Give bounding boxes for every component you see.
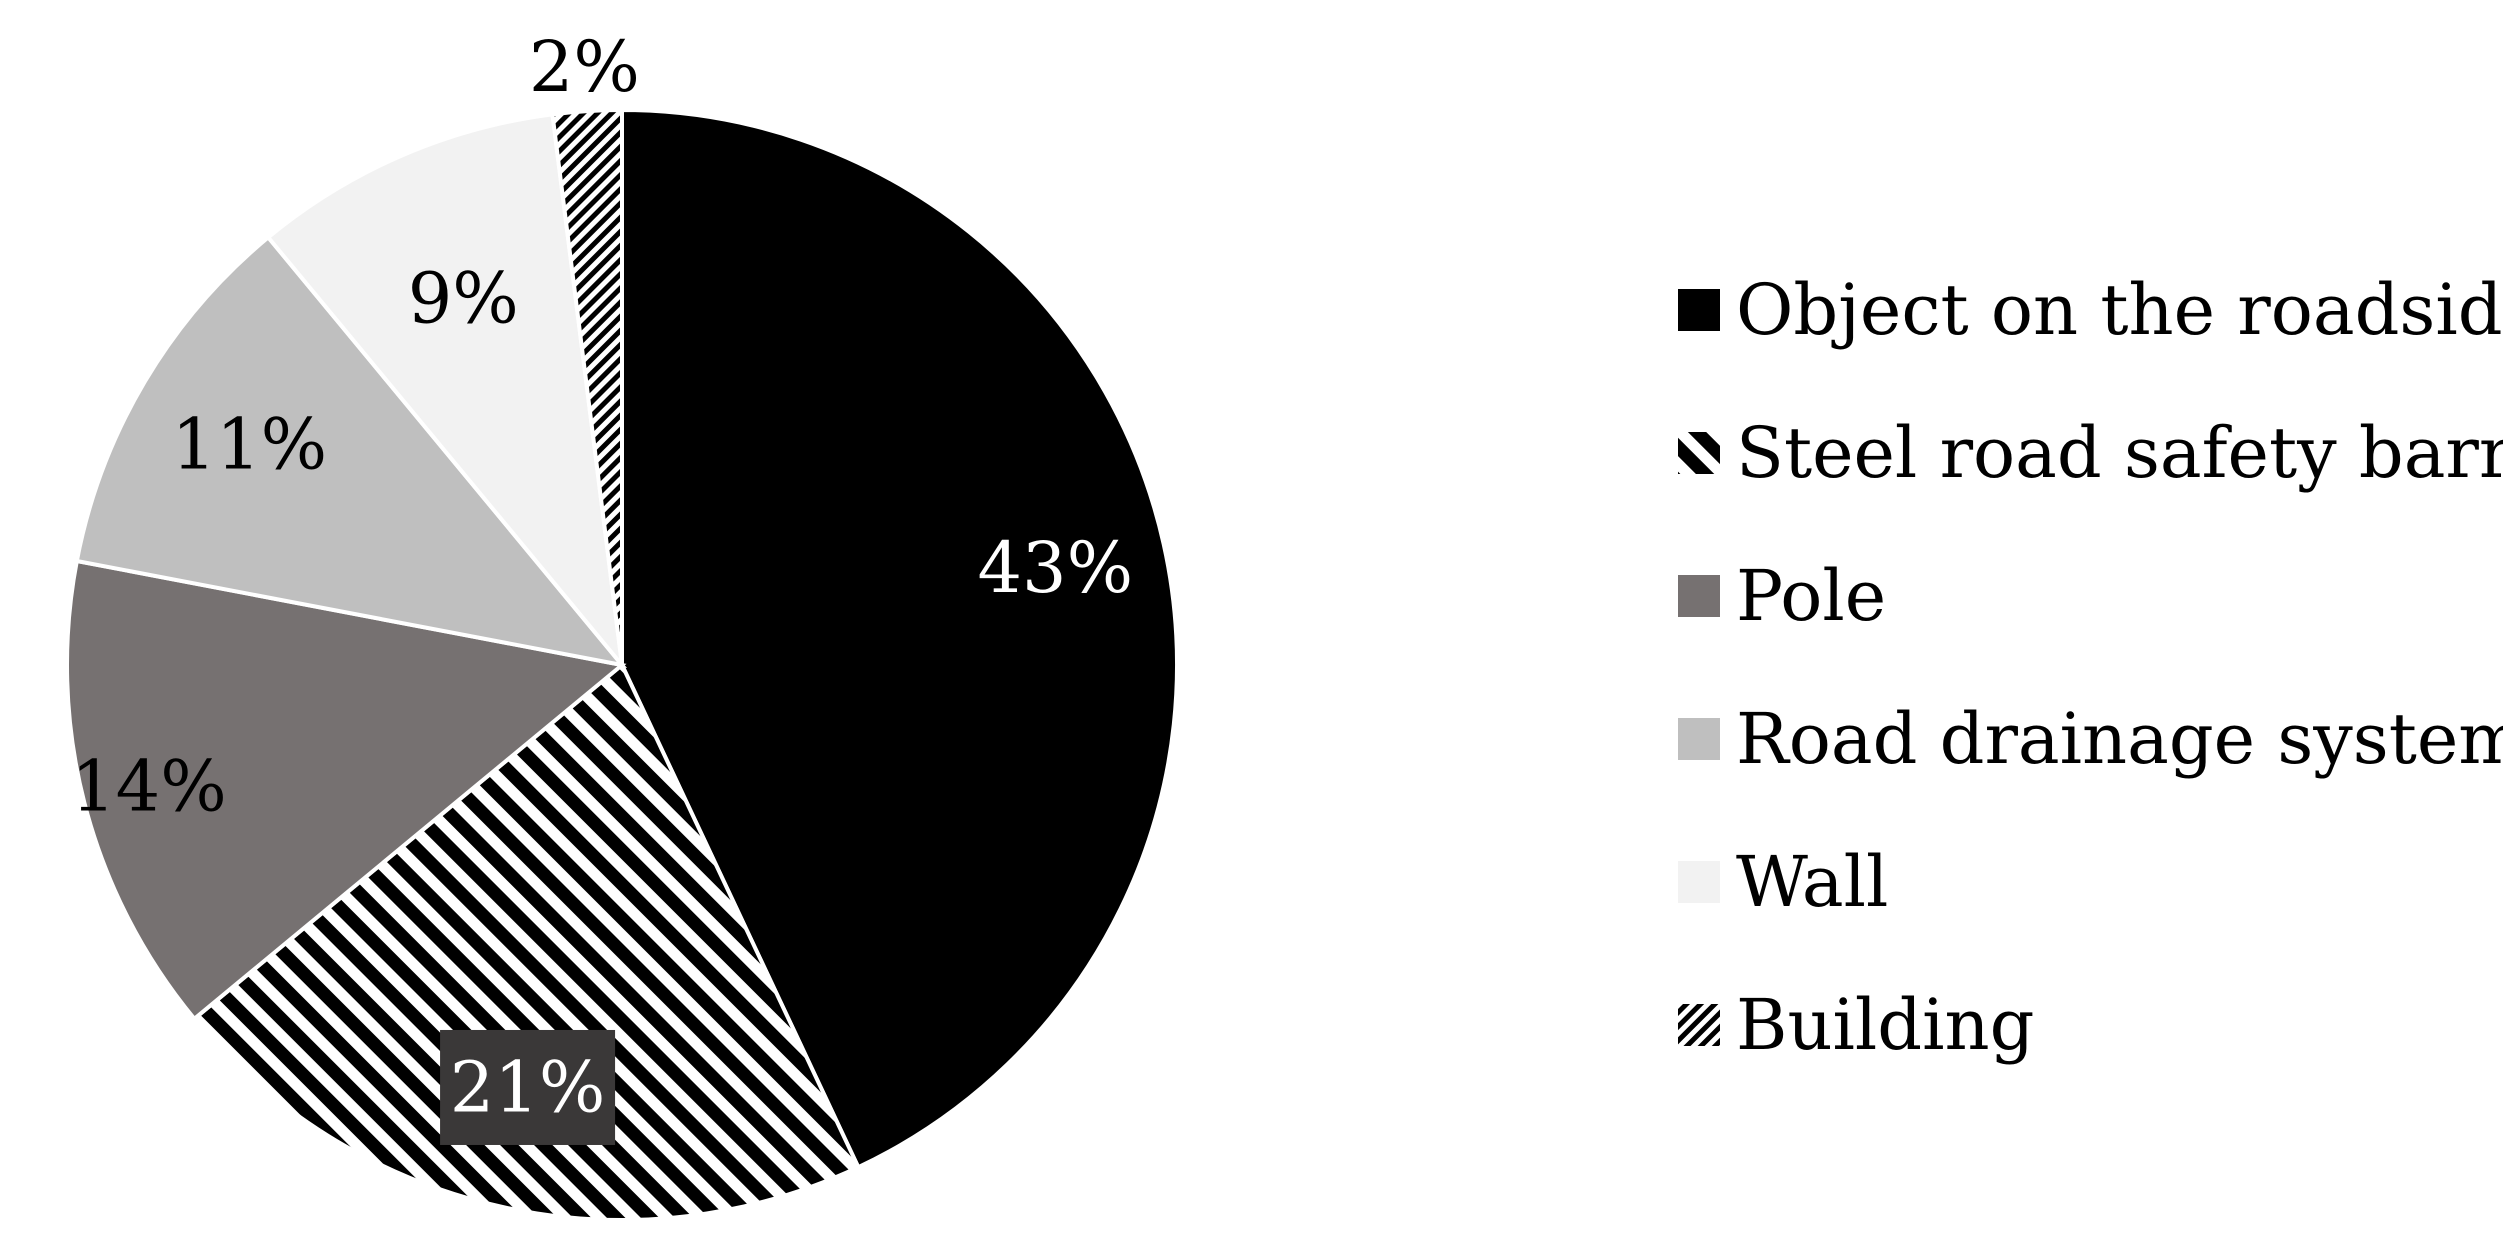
legend-swatch-building bbox=[1678, 1004, 1720, 1046]
data-label-pole: 14% bbox=[71, 745, 227, 827]
legend-entry-wall: Wall bbox=[1678, 841, 1888, 923]
legend-swatch-wall bbox=[1678, 861, 1720, 903]
legend-entry-object-on-the-roadside: Object on the roadside bbox=[1678, 269, 2503, 351]
pie-slice-steel-road-safety-barrier bbox=[191, 661, 861, 1222]
legend-swatch-object-on-the-roadside bbox=[1678, 289, 1720, 331]
pie-slice-building bbox=[550, 107, 624, 666]
pie-slice-object-on-the-roadside bbox=[620, 107, 1179, 1170]
data-label-object-on-the-roadside: 43% bbox=[978, 527, 1134, 609]
legend-label-building: Building bbox=[1736, 984, 2034, 1066]
legend-swatch-steel-road-safety-barrier bbox=[1678, 432, 1720, 474]
pie-data-labels: 43% 21% 14% 11% 9% 2% bbox=[71, 26, 1133, 1145]
data-label-box-steel-road-safety-barrier bbox=[440, 1029, 616, 1145]
legend-label-road-drainage-system: Road drainage system bbox=[1736, 698, 2503, 780]
pie-slice-road-drainage-system bbox=[74, 234, 628, 669]
pie-slice-wall bbox=[265, 112, 625, 672]
legend-entry-building: Building bbox=[1678, 984, 2034, 1066]
data-label-building: 2% bbox=[529, 26, 640, 108]
legend-swatch-pole bbox=[1678, 575, 1720, 617]
pie-slice-pole bbox=[65, 558, 627, 1022]
legend-swatch-road-drainage-system bbox=[1678, 718, 1720, 760]
data-label-road-drainage-system: 11% bbox=[172, 404, 328, 486]
data-label-steel-road-safety-barrier: 21% bbox=[450, 1046, 606, 1128]
legend-label-pole: Pole bbox=[1736, 555, 1886, 637]
legend-label-steel-road-safety-barrier: Steel road safety barrier bbox=[1736, 412, 2503, 494]
data-label-wall: 9% bbox=[408, 257, 519, 339]
legend-label-object-on-the-roadside: Object on the roadside bbox=[1736, 269, 2503, 351]
legend-entry-steel-road-safety-barrier: Steel road safety barrier bbox=[1678, 412, 2503, 494]
legend-entry-road-drainage-system: Road drainage system bbox=[1678, 698, 2503, 780]
legend-entry-pole: Pole bbox=[1678, 555, 1886, 637]
legend-label-wall: Wall bbox=[1736, 841, 1888, 923]
pie-slices bbox=[65, 107, 1179, 1222]
legend: Object on the roadside Steel road safety … bbox=[1678, 269, 2503, 1066]
